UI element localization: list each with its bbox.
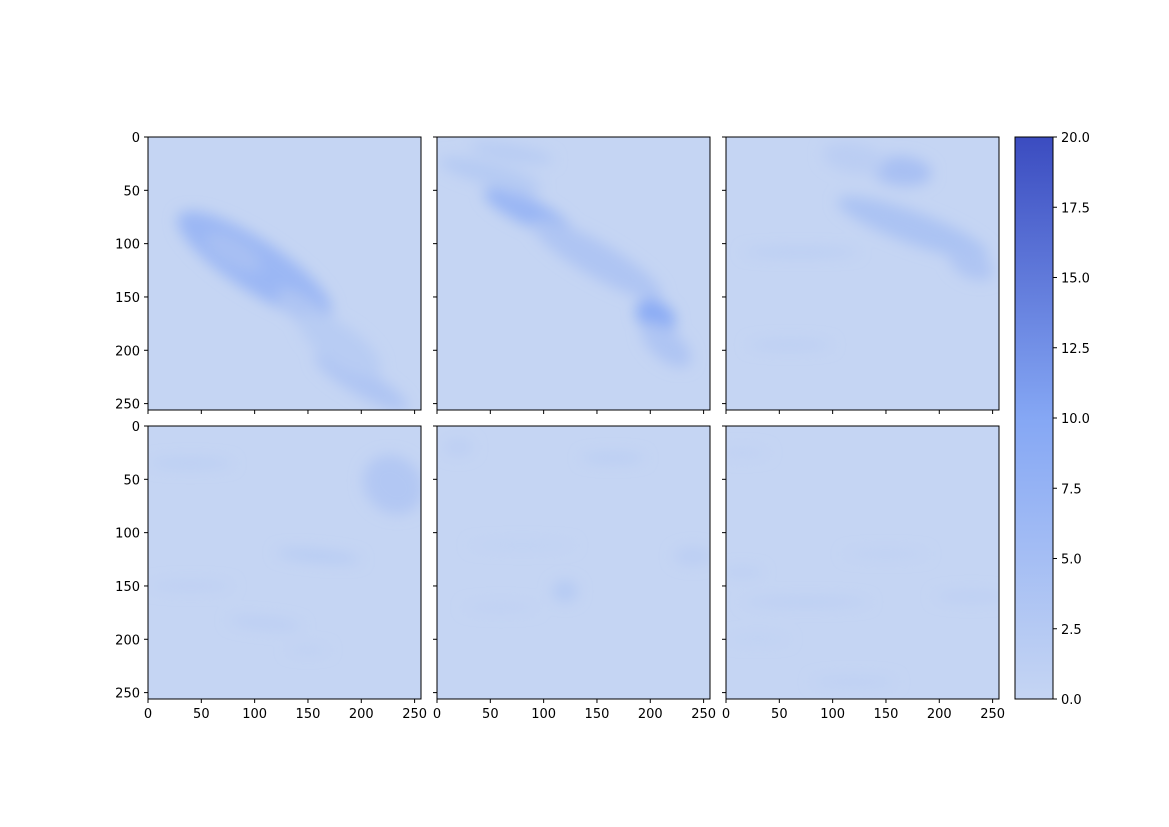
colorbar-tick-label: 5.0 — [1061, 553, 1082, 568]
heatmap-feature — [741, 249, 860, 256]
heatmap-feature — [314, 353, 408, 410]
x-tick-label: 250 — [980, 707, 1005, 722]
heatmap-feature — [501, 190, 539, 207]
heatmap-feature — [531, 219, 663, 300]
y-tick-label: 250 — [115, 398, 140, 413]
heatmap-feature — [469, 141, 554, 165]
x-tick-label: 200 — [927, 707, 952, 722]
x-tick-label: 50 — [771, 707, 788, 722]
colorbar: 0.0 2.5 5.0 7.5 10.0 12.5 15.0 17.5 20.0 — [1014, 131, 1090, 708]
heatmap-feature — [837, 196, 988, 259]
heatmap-feature — [811, 676, 897, 688]
y-tick-label: 50 — [123, 184, 140, 199]
heatmap-feature — [469, 542, 576, 549]
colorbar-tick-label: 10.0 — [1061, 412, 1090, 427]
y-tick-label: 200 — [115, 344, 140, 359]
colorbar-gradient — [1014, 136, 1054, 700]
heatmap-panel-row2-col3: 0 50 100 150 200 250 — [722, 425, 1005, 722]
heatmap-feature — [747, 340, 833, 350]
axes-frame — [436, 136, 711, 411]
axes-frame — [725, 136, 1000, 411]
heatmap-feature — [742, 597, 870, 607]
heatmap-panels: 0 50 100 150 200 250 0 50 100 150 200 250 0 50 100 150 2… — [115, 131, 1005, 722]
axes-frame — [436, 425, 711, 700]
heatmap-feature — [581, 453, 645, 463]
heatmap-feature — [552, 580, 578, 602]
heatmap-feature — [276, 549, 362, 563]
x-tick-label: 0 — [144, 707, 152, 722]
y-tick-label: 200 — [115, 633, 140, 648]
colorbar-tick-label: 20.0 — [1061, 131, 1090, 146]
heatmap-feature — [726, 636, 790, 643]
heatmap-feature — [949, 249, 994, 281]
heatmap-feature — [726, 448, 769, 457]
colorbar-tick-label: 0.0 — [1061, 693, 1082, 708]
y-tick-label: 0 — [132, 131, 140, 146]
heatmap-feature — [843, 550, 929, 558]
heatmap-panel-row1-col2 — [433, 136, 711, 414]
x-tick-label: 100 — [531, 707, 556, 722]
y-tick-label: 100 — [115, 527, 140, 542]
heatmap-feature — [228, 617, 303, 630]
y-tick-label: 100 — [115, 238, 140, 253]
x-tick-label: 200 — [349, 707, 374, 722]
x-tick-label: 150 — [296, 707, 321, 722]
heatmap-panel-row2-col1: 0 50 100 150 200 250 0 50 100 150 200 250 — [115, 420, 427, 722]
heatmap-feature — [872, 156, 932, 187]
x-tick-label: 0 — [433, 707, 441, 722]
heatmap-feature — [148, 459, 234, 468]
x-tick-label: 0 — [722, 707, 730, 722]
colorbar-tick-label: 2.5 — [1061, 623, 1082, 638]
heatmap-feature — [641, 322, 692, 368]
axes-frame — [725, 425, 1000, 700]
heatmap-panel-row1-col3 — [722, 136, 1000, 414]
heatmap-feature — [822, 142, 886, 174]
heatmap-feature — [463, 603, 539, 612]
heatmap-feature — [299, 313, 381, 377]
heatmap-feature — [443, 438, 474, 456]
heatmap-background — [726, 426, 999, 699]
y-tick-label: 0 — [132, 420, 140, 435]
colorbar-tick-label: 7.5 — [1061, 482, 1082, 497]
heatmap-feature — [673, 547, 710, 565]
y-tick-label: 150 — [115, 580, 140, 595]
heatmap-background — [726, 137, 999, 410]
axes-frame — [147, 425, 422, 700]
heatmap-feature — [438, 157, 542, 192]
x-tick-label: 200 — [638, 707, 663, 722]
y-tick-label: 150 — [115, 291, 140, 306]
heatmap-panel-row1-col1: 0 50 100 150 200 250 — [115, 131, 422, 414]
heatmap-background — [437, 426, 710, 699]
x-tick-label: 250 — [402, 707, 427, 722]
colorbar-tick-label: 15.0 — [1061, 272, 1090, 287]
heatmap-feature — [934, 591, 999, 602]
x-tick-label: 100 — [820, 707, 845, 722]
y-tick-label: 50 — [123, 473, 140, 488]
colorbar-tick-label: 17.5 — [1061, 201, 1090, 216]
x-tick-label: 150 — [585, 707, 610, 722]
x-tick-label: 100 — [242, 707, 267, 722]
heatmap-feature — [204, 232, 262, 272]
heatmap-panel-row2-col2: 0 50 100 150 200 250 — [433, 425, 716, 722]
heatmap-feature — [286, 646, 330, 654]
x-tick-label: 250 — [691, 707, 716, 722]
y-tick-label: 250 — [115, 687, 140, 702]
heatmap-feature — [726, 568, 764, 576]
heatmap-feature — [148, 581, 234, 591]
axes-frame — [147, 136, 422, 411]
colorbar-tick-label: 12.5 — [1061, 342, 1090, 357]
x-tick-label: 50 — [482, 707, 499, 722]
x-tick-label: 50 — [193, 707, 210, 722]
x-tick-label: 150 — [874, 707, 899, 722]
heatmap-feature — [363, 455, 421, 515]
